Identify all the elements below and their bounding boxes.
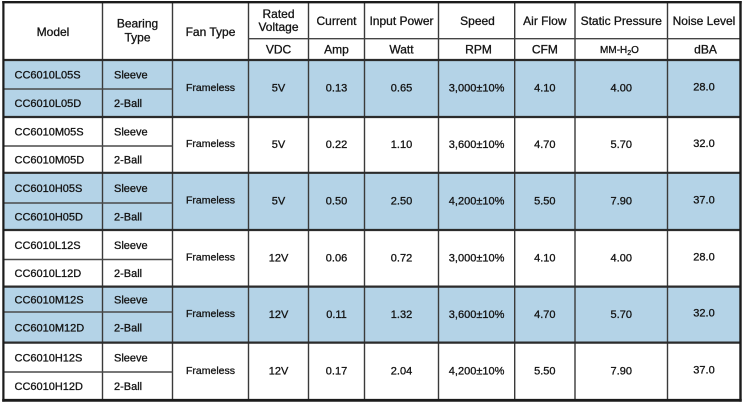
svg-text:0.11: 0.11 [326,309,347,321]
svg-text:Sleeve: Sleeve [114,352,148,364]
svg-text:Frameless: Frameless [186,82,235,94]
svg-text:dBA: dBA [694,43,717,57]
svg-text:Watt: Watt [389,43,414,57]
svg-text:0.17: 0.17 [326,366,347,378]
svg-text:4.10: 4.10 [534,253,555,265]
svg-text:2-Ball: 2-Ball [114,212,142,224]
svg-text:32.0: 32.0 [693,138,714,150]
svg-text:CC6010H05S: CC6010H05S [15,183,83,195]
svg-text:CC6010M12D: CC6010M12D [15,322,85,334]
svg-text:2-Ball: 2-Ball [114,322,142,334]
svg-text:2.50: 2.50 [391,196,412,208]
svg-text:12V: 12V [269,366,289,378]
svg-text:Bearing: Bearing [117,17,158,31]
svg-text:37.0: 37.0 [693,194,714,206]
svg-text:4.70: 4.70 [534,139,555,151]
svg-text:Current: Current [316,14,357,28]
svg-text:0.06: 0.06 [326,253,347,265]
svg-text:Frameless: Frameless [186,365,235,377]
svg-text:0.50: 0.50 [326,196,347,208]
svg-text:5.70: 5.70 [611,309,632,321]
svg-text:5.50: 5.50 [534,366,555,378]
svg-text:37.0: 37.0 [693,364,714,376]
svg-text:2-Ball: 2-Ball [114,268,142,280]
svg-text:Input Power: Input Power [369,14,433,28]
svg-text:Voltage: Voltage [258,20,298,34]
svg-text:CC6010H05D: CC6010H05D [15,212,84,224]
svg-text:4,200±10%: 4,200±10% [449,196,505,208]
svg-text:4.00: 4.00 [611,83,632,95]
svg-text:Fan Type: Fan Type [186,25,236,39]
svg-text:Frameless: Frameless [186,195,235,207]
svg-text:28.0: 28.0 [693,82,714,94]
svg-text:CC6010M05D: CC6010M05D [15,154,85,166]
svg-text:4.00: 4.00 [611,253,632,265]
svg-text:Rated: Rated [262,7,294,21]
svg-text:Sleeve: Sleeve [114,183,148,195]
svg-text:Noise Level: Noise Level [673,14,736,28]
svg-text:7.90: 7.90 [611,196,632,208]
svg-text:Speed: Speed [460,14,495,28]
svg-text:Sleeve: Sleeve [114,70,148,82]
svg-text:5V: 5V [272,139,286,151]
svg-text:2-Ball: 2-Ball [114,98,142,110]
svg-text:5V: 5V [272,196,286,208]
svg-text:Frameless: Frameless [186,252,235,264]
svg-text:2-Ball: 2-Ball [114,381,142,393]
svg-text:12V: 12V [269,309,289,321]
svg-text:CC6010H12D: CC6010H12D [15,381,84,393]
svg-text:5.50: 5.50 [534,196,555,208]
svg-text:12V: 12V [269,253,289,265]
svg-text:2.04: 2.04 [391,366,412,378]
svg-text:Static Pressure: Static Pressure [581,14,663,28]
svg-text:MM-H2O: MM-H2O [600,45,639,57]
svg-text:1.10: 1.10 [391,139,412,151]
svg-text:Model: Model [37,25,70,39]
svg-text:4.10: 4.10 [534,83,555,95]
svg-text:0.13: 0.13 [326,83,347,95]
svg-text:RPM: RPM [465,43,492,57]
svg-text:3,600±10%: 3,600±10% [449,309,505,321]
svg-text:CFM: CFM [532,43,558,57]
svg-text:0.65: 0.65 [391,83,412,95]
svg-text:Air Flow: Air Flow [523,14,567,28]
svg-text:5.70: 5.70 [611,139,632,151]
svg-text:Frameless: Frameless [186,138,235,150]
svg-text:3,600±10%: 3,600±10% [449,139,505,151]
svg-text:VDC: VDC [266,43,292,57]
svg-text:CC6010M12S: CC6010M12S [15,294,84,306]
svg-text:CC6010L12S: CC6010L12S [15,240,81,252]
svg-text:0.22: 0.22 [326,139,347,151]
svg-text:Type: Type [124,30,150,44]
svg-text:3,000±10%: 3,000±10% [449,83,505,95]
svg-text:1.32: 1.32 [391,309,412,321]
svg-text:Amp: Amp [324,43,349,57]
svg-text:CC6010L05S: CC6010L05S [15,70,81,82]
svg-text:2-Ball: 2-Ball [114,154,142,166]
svg-text:4,200±10%: 4,200±10% [449,366,505,378]
svg-text:CC6010L05D: CC6010L05D [15,98,82,110]
svg-text:Frameless: Frameless [186,308,235,320]
svg-text:4.70: 4.70 [534,309,555,321]
svg-text:0.72: 0.72 [391,253,412,265]
svg-text:CC6010L12D: CC6010L12D [15,268,82,280]
svg-text:Sleeve: Sleeve [114,240,148,252]
svg-text:3,000±10%: 3,000±10% [449,253,505,265]
svg-text:28.0: 28.0 [693,251,714,263]
svg-text:CC6010H12S: CC6010H12S [15,352,83,364]
svg-text:Sleeve: Sleeve [114,294,148,306]
svg-text:7.90: 7.90 [611,366,632,378]
svg-text:Sleeve: Sleeve [114,127,148,139]
svg-text:32.0: 32.0 [693,308,714,320]
svg-text:CC6010M05S: CC6010M05S [15,127,84,139]
svg-text:5V: 5V [272,83,286,95]
